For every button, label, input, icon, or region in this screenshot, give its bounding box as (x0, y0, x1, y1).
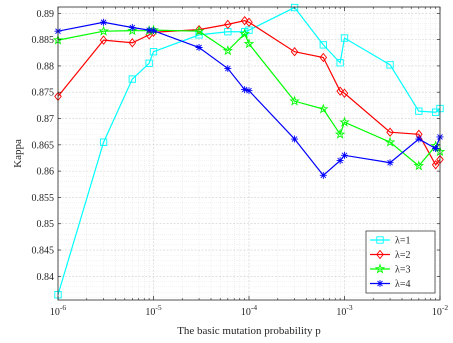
data-point (149, 48, 158, 56)
y-tick-label: 0.855 (32, 193, 55, 204)
x-tick-label: 10-6 (50, 303, 66, 318)
series-line (57, 20, 441, 166)
y-tick-label: 0.84 (37, 272, 55, 283)
data-point (99, 138, 108, 146)
data-point (340, 88, 349, 98)
data-point (241, 86, 249, 94)
data-point (128, 75, 136, 83)
legend-item: λ=1 (370, 236, 411, 247)
data-point (98, 25, 109, 36)
series-3 (52, 24, 446, 171)
y-tick-label: 0.875 (32, 88, 55, 99)
y-tick-label: 0.88 (37, 61, 55, 72)
data-point (239, 28, 250, 39)
data-point (386, 61, 394, 69)
data-point (432, 145, 440, 153)
data-point (128, 38, 137, 48)
data-point (319, 171, 327, 179)
legend-swatch-marker (376, 249, 384, 260)
legend-item: λ=4 (370, 279, 411, 290)
data-point (243, 38, 255, 49)
data-point (319, 52, 328, 63)
data-point (291, 135, 299, 143)
y-tick-label: 0.845 (32, 246, 55, 257)
data-point (127, 25, 138, 36)
series-1 (54, 3, 444, 299)
series-4 (54, 18, 444, 179)
y-tick-label: 0.87 (37, 114, 55, 125)
data-point (318, 103, 329, 114)
series-layer (52, 3, 446, 299)
legend-item: λ=2 (370, 249, 411, 261)
legend-item: λ=3 (370, 263, 411, 276)
legend-label: λ=1 (395, 236, 411, 247)
data-point (290, 3, 299, 12)
data-point (195, 44, 203, 52)
data-point (386, 127, 394, 137)
x-tick-label: 10-3 (336, 303, 352, 318)
x-tick-label: 10-2 (432, 303, 448, 318)
data-point (100, 18, 108, 26)
y-tick-label: 0.85 (37, 219, 55, 230)
data-point (128, 24, 136, 32)
data-point (319, 41, 327, 49)
legend-swatch-marker (376, 280, 384, 287)
data-point (413, 160, 425, 171)
legend-swatch-marker (374, 263, 386, 274)
y-tick-label: 0.885 (32, 35, 55, 46)
legend-label: λ=3 (395, 265, 411, 276)
data-point (99, 35, 108, 45)
y-tick-label: 0.89 (37, 9, 55, 20)
data-point (334, 128, 346, 139)
legend-label: λ=4 (395, 279, 411, 290)
data-point (150, 27, 157, 35)
data-point (193, 25, 205, 36)
data-point (384, 136, 396, 147)
x-axis-title: The basic mutation probability p (177, 325, 321, 337)
data-point (386, 159, 394, 167)
legend: λ=1 λ=2 λ=3 λ=4 (365, 230, 436, 294)
data-point (245, 17, 253, 27)
data-point (290, 46, 299, 57)
data-point (341, 151, 348, 159)
data-point (336, 86, 344, 96)
x-tick-labels: 10-6 10-5 10-4 10-3 10-2 (50, 303, 448, 318)
data-point (145, 26, 153, 34)
data-point (224, 19, 232, 30)
data-point (415, 107, 423, 115)
y-tick-labels: 0.84 0.845 0.85 0.855 0.86 0.865 0.87 0.875 0.88… (32, 9, 55, 283)
y-tick-label: 0.86 (37, 167, 55, 178)
series-line (57, 6, 441, 295)
y-axis-title: Kappa (12, 139, 24, 168)
data-point (431, 108, 440, 116)
y-tick-label: 0.865 (32, 140, 55, 151)
data-point (222, 45, 234, 56)
data-point (415, 135, 423, 143)
data-point (336, 59, 344, 67)
data-point (195, 24, 203, 35)
data-point (289, 95, 300, 106)
data-point (145, 59, 153, 67)
data-point (245, 87, 253, 95)
x-tick-label: 10-4 (241, 303, 257, 318)
data-point (340, 34, 349, 42)
data-point (339, 116, 350, 127)
data-point (336, 157, 344, 165)
axis-ticks (57, 7, 441, 300)
data-point (240, 15, 249, 26)
legend-label: λ=2 (395, 250, 411, 261)
legend-swatch-marker (376, 236, 384, 244)
x-tick-label: 10-5 (145, 303, 161, 318)
legend-box (365, 230, 436, 294)
data-point (224, 65, 232, 73)
data-point (431, 160, 440, 170)
series-line (57, 29, 441, 167)
